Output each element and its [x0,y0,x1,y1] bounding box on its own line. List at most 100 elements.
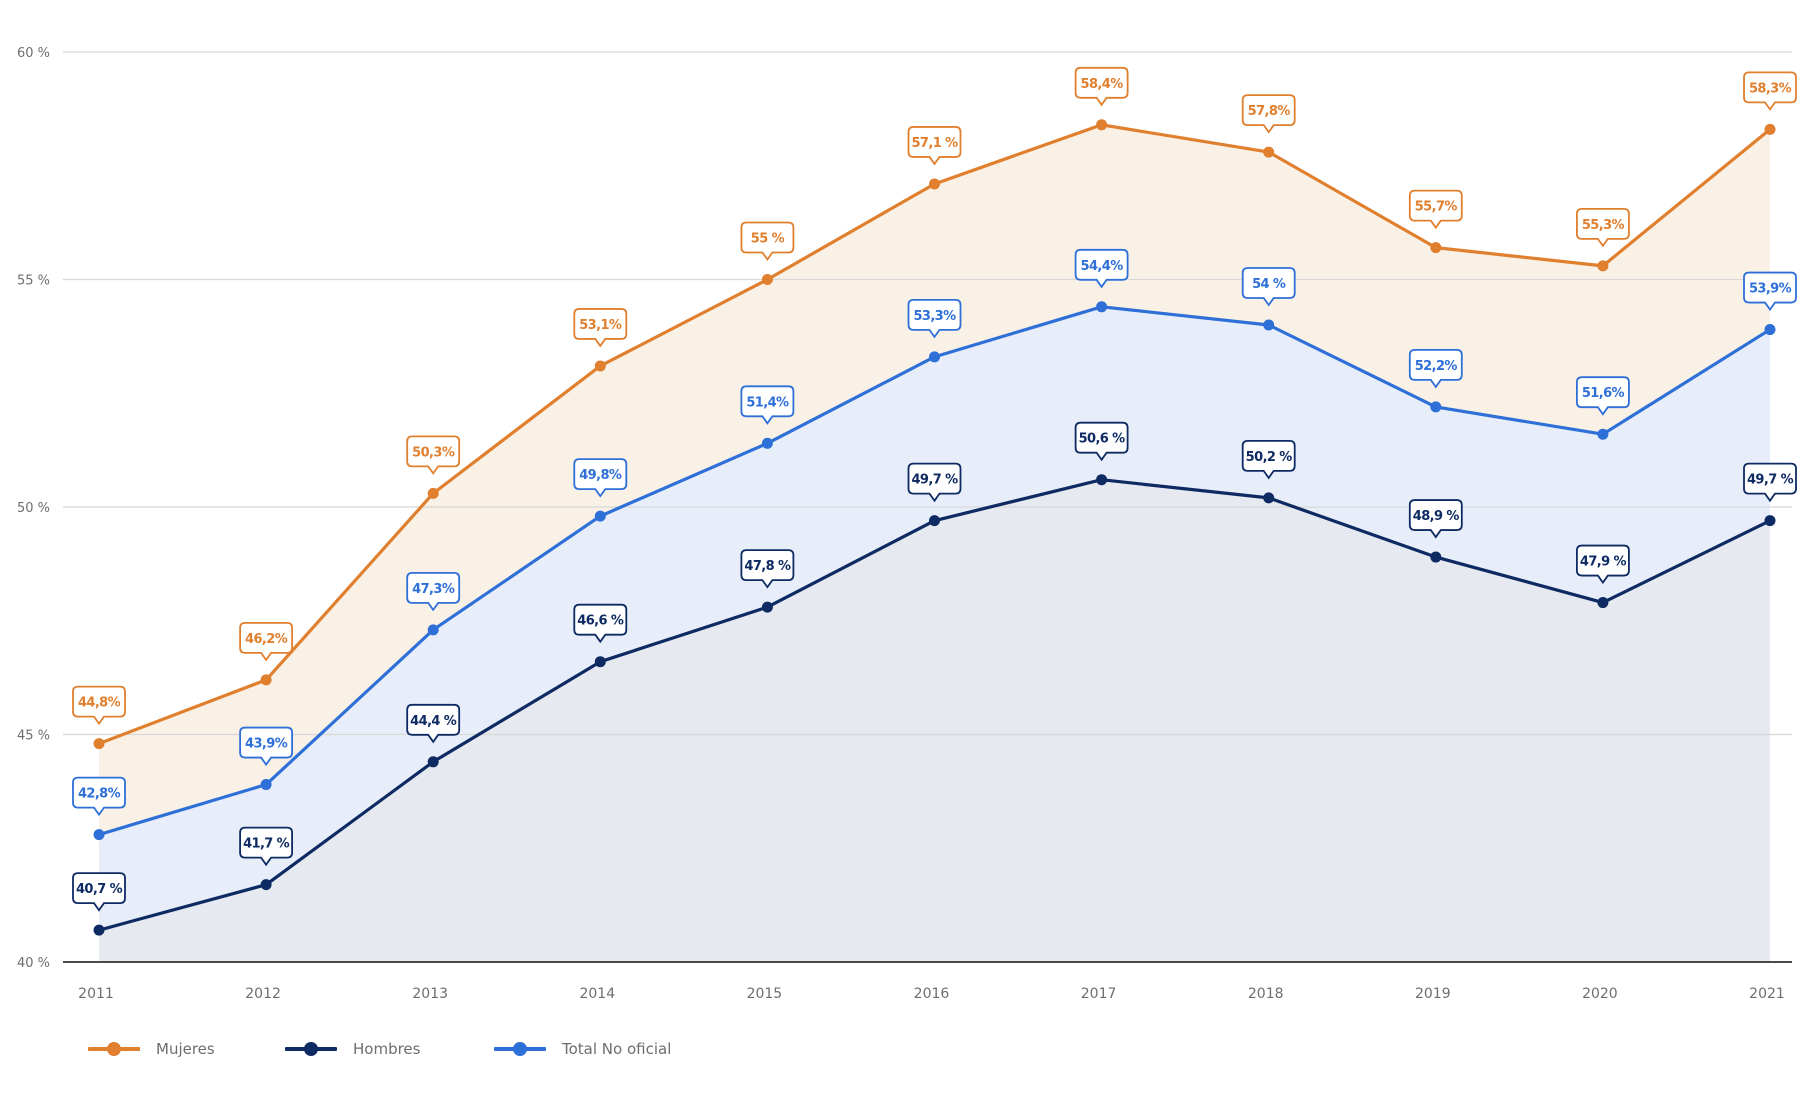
data-label-box [406,703,461,744]
legend-label: Total No oficial [562,1040,672,1058]
data-label-text: 53,9% [1749,282,1792,297]
data-label-box [573,458,628,498]
data-label-text: 46,6 % [577,614,624,629]
data-point-total-no-oficial[interactable] [761,437,773,449]
data-label-hombres: 46,6 % [573,603,628,644]
data-point-total-no-oficial[interactable] [1597,428,1609,440]
data-label-text: 50,3% [412,445,455,460]
data-label-mujeres: 57,1 % [907,126,962,166]
data-label-box [1074,421,1129,462]
data-label-total-no-oficial: 51,4% [740,385,795,425]
x-tick-label: 2018 [1248,986,1284,1002]
data-point-mujeres[interactable] [594,360,606,372]
legend-item-mujeres[interactable]: Mujeres [88,1032,215,1066]
data-label-text: 55,7% [1415,200,1458,215]
legend-marker-icon [494,1032,546,1066]
data-label-text: 53,3% [913,309,956,324]
data-point-mujeres[interactable] [1430,242,1442,254]
y-axis-ticks: 40 % 45 % 50 % 55 % 60 % [17,46,50,971]
data-label-box [239,826,293,867]
y-tick-label: 55 % [17,274,50,289]
data-point-hombres[interactable] [1263,492,1275,504]
data-label-box [239,622,293,662]
data-label-box [1576,544,1630,585]
x-axis: 2011 2012 2013 2014 2015 2016 2017 2018 2019 2020… [63,961,1792,1002]
data-point-hombres[interactable] [594,656,606,668]
data-point-total-no-oficial[interactable] [427,624,439,636]
x-tick-label: 2021 [1749,986,1785,1002]
legend-label: Mujeres [156,1040,215,1058]
data-label-box [740,221,795,262]
data-label-box [740,549,795,589]
data-label-box [1408,499,1463,539]
data-point-total-no-oficial[interactable] [1263,319,1275,331]
data-point-hombres[interactable] [93,924,105,936]
data-point-hombres[interactable] [761,601,773,613]
data-label-box [239,726,293,767]
legend-dot [107,1042,121,1056]
data-point-total-no-oficial[interactable] [929,351,940,363]
data-label-mujeres: 53,1% [573,308,628,348]
data-label-text: 51,4% [746,395,789,410]
data-label-hombres: 49,7 % [907,462,962,503]
data-point-hombres[interactable] [929,515,940,527]
data-label-text: 43,9% [245,737,288,752]
data-point-mujeres[interactable] [1263,146,1275,158]
y-tick-label: 50 % [17,501,50,516]
data-label-text: 41,7 % [243,837,290,852]
data-point-total-no-oficial[interactable] [594,510,606,522]
data-label-box [573,308,628,348]
data-label-text: 58,3% [1749,81,1792,96]
data-label-text: 58,4% [1081,77,1124,92]
data-point-mujeres[interactable] [93,738,105,750]
data-point-hombres[interactable] [260,879,272,891]
x-tick-label: 2015 [747,986,783,1002]
data-label-mujeres: 44,8% [72,685,126,726]
data-label-box [1576,376,1630,416]
data-point-hombres[interactable] [1764,515,1776,527]
data-label-text: 55 % [751,232,785,247]
data-label-text: 52,2% [1415,359,1458,374]
data-point-hombres[interactable] [1430,551,1442,563]
data-label-box [907,126,962,166]
data-label-hombres: 41,7 % [239,826,293,867]
data-label-hombres: 47,8 % [740,549,795,589]
area-fills [99,124,1770,963]
data-label-box [1408,349,1463,389]
x-tick-label: 2019 [1415,986,1451,1002]
data-label-text: 57,1 % [911,136,958,151]
data-point-total-no-oficial[interactable] [1430,401,1442,413]
data-point-mujeres[interactable] [929,178,940,190]
data-label-mujeres: 58,4% [1074,66,1129,107]
data-point-hombres[interactable] [1096,474,1108,486]
x-tick-label: 2016 [914,986,950,1002]
data-point-mujeres[interactable] [260,674,272,686]
data-label-total-no-oficial: 54,4% [1074,248,1129,289]
data-point-mujeres[interactable] [761,274,773,285]
data-label-mujeres: 55 % [740,221,795,262]
data-label-box [1743,271,1797,312]
data-point-hombres[interactable] [1597,597,1609,609]
data-point-mujeres[interactable] [1096,119,1108,131]
legend-item-total-no-oficial[interactable]: Total No oficial [494,1032,671,1066]
data-label-text: 55,3% [1582,218,1625,233]
data-point-mujeres[interactable] [1764,123,1776,135]
data-label-text: 49,8% [579,468,622,483]
data-label-hombres: 50,2 % [1241,440,1296,480]
data-label-box [1241,94,1296,134]
x-tick-label: 2011 [78,986,114,1002]
data-label-hombres: 44,4 % [406,703,461,744]
data-label-total-no-oficial: 52,2% [1408,349,1463,389]
data-point-total-no-oficial[interactable] [93,829,105,841]
data-label-text: 53,1% [579,318,622,333]
legend-item-hombres[interactable]: Hombres [285,1032,420,1066]
data-point-total-no-oficial[interactable] [1096,301,1108,313]
data-point-total-no-oficial[interactable] [260,779,272,791]
data-point-mujeres[interactable] [1597,260,1609,272]
data-label-box [1241,267,1296,307]
y-tick-label: 45 % [17,729,50,744]
data-point-hombres[interactable] [427,756,439,768]
data-point-mujeres[interactable] [427,487,439,499]
data-point-total-no-oficial[interactable] [1764,324,1776,336]
